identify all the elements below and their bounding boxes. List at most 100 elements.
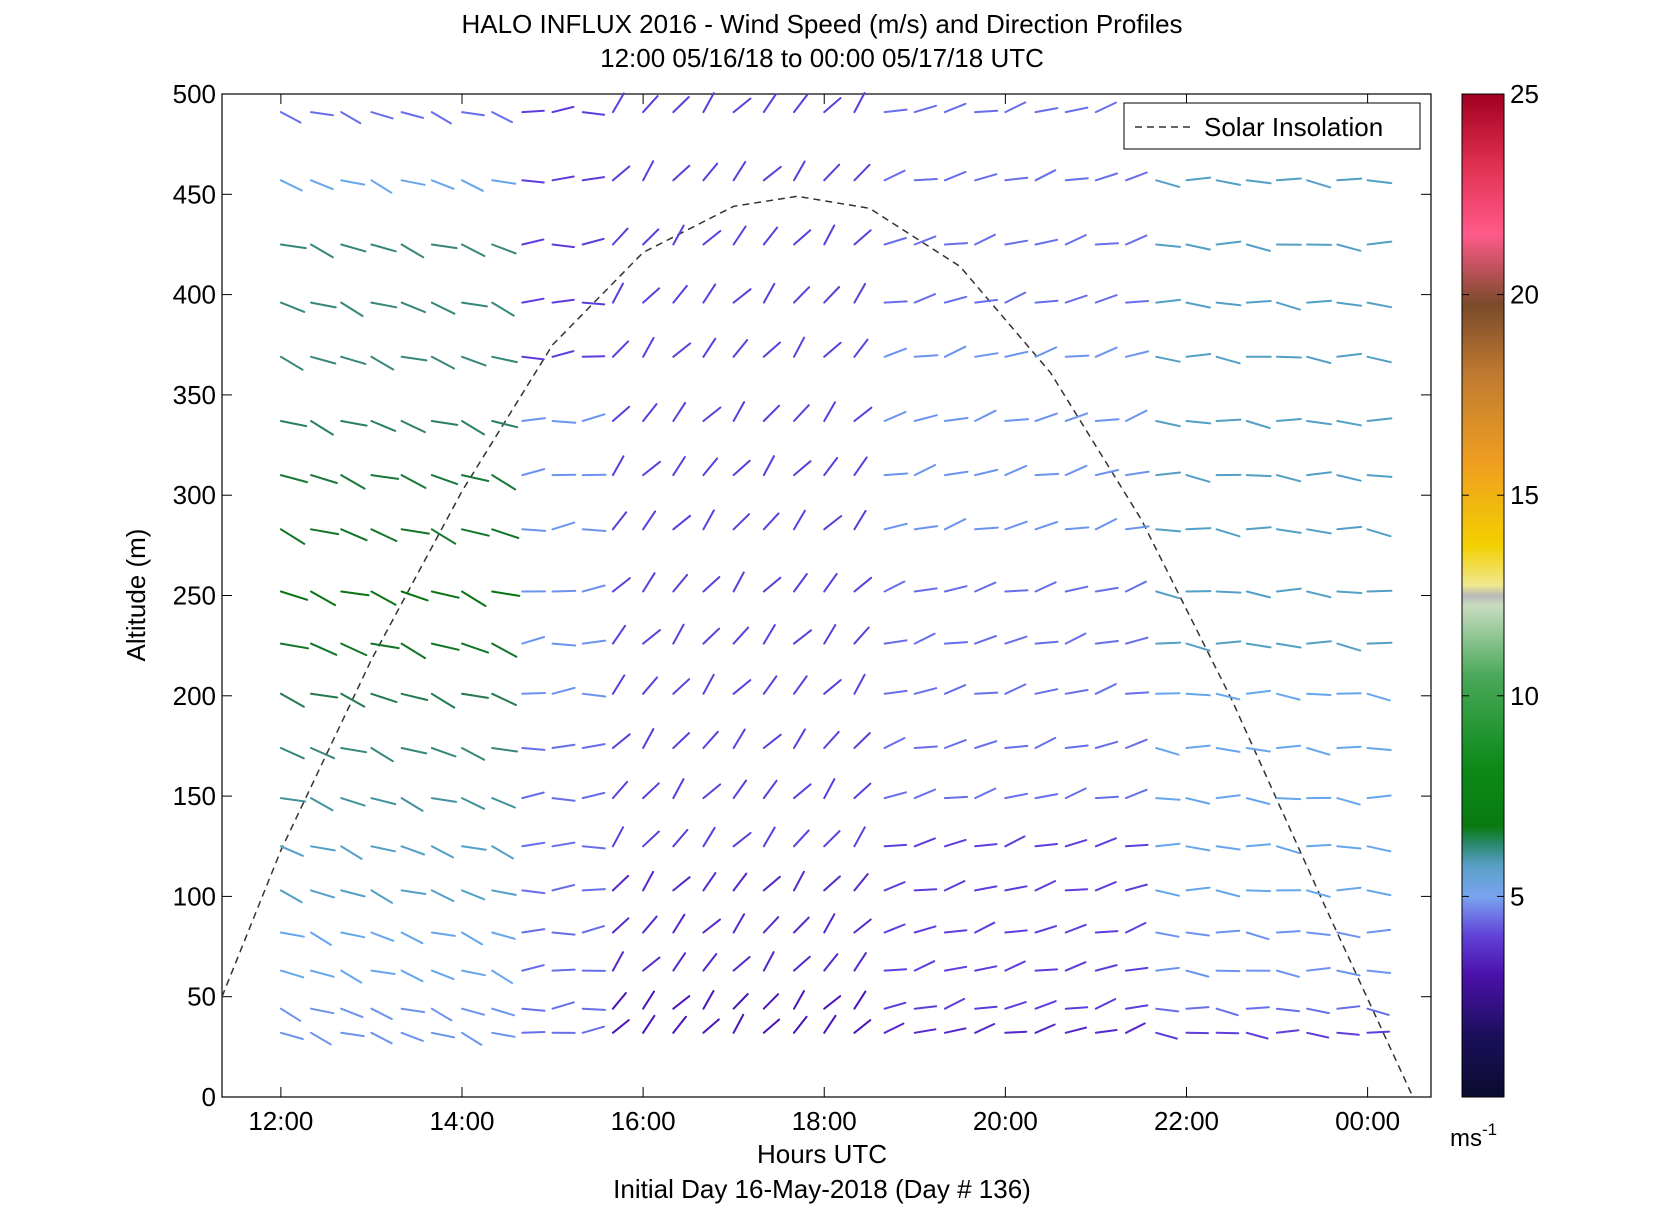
wind-vector bbox=[883, 580, 906, 593]
wind-vector bbox=[430, 1007, 453, 1022]
wind-vector bbox=[551, 884, 576, 892]
wind-vector bbox=[702, 406, 722, 422]
wind-vector bbox=[793, 573, 808, 593]
wind-vector bbox=[793, 336, 806, 358]
wind-vector bbox=[461, 845, 487, 851]
colorbar-tick-label: 15 bbox=[1510, 480, 1539, 510]
wind-vector bbox=[461, 1007, 485, 1016]
wind-vector bbox=[310, 355, 337, 365]
wind-vector bbox=[491, 301, 515, 317]
wind-vector bbox=[1125, 234, 1148, 246]
wind-vector bbox=[279, 692, 305, 708]
wind-vector bbox=[400, 474, 427, 489]
wind-vector bbox=[1034, 346, 1058, 358]
colorbar-tick-label: 20 bbox=[1510, 280, 1539, 310]
wind-vector bbox=[913, 1028, 937, 1034]
wind-vector bbox=[1125, 1004, 1149, 1010]
wind-vector bbox=[1366, 474, 1393, 478]
wind-vector bbox=[1064, 744, 1089, 749]
wind-vector bbox=[974, 109, 999, 114]
wind-vector bbox=[491, 1031, 516, 1038]
wind-vector bbox=[672, 732, 690, 749]
wind-vector bbox=[943, 1027, 967, 1034]
wind-vector bbox=[370, 642, 400, 650]
wind-vector bbox=[1185, 744, 1211, 749]
wind-vector bbox=[1094, 242, 1119, 246]
wind-vector bbox=[491, 1007, 515, 1017]
wind-vector bbox=[793, 783, 812, 800]
wind-vector bbox=[611, 674, 626, 695]
wind-vector bbox=[611, 92, 625, 114]
wind-vector bbox=[1034, 925, 1058, 934]
wind-vector bbox=[400, 931, 424, 945]
wind-vector bbox=[943, 170, 967, 182]
wind-vector bbox=[913, 235, 937, 246]
wind-vector bbox=[974, 740, 998, 749]
wind-vector bbox=[1034, 169, 1057, 182]
wind-vector bbox=[551, 243, 575, 249]
x-tick-label: 16:00 bbox=[611, 1106, 676, 1136]
wind-vector bbox=[974, 173, 998, 182]
wind-vector bbox=[672, 623, 685, 645]
wind-vector bbox=[1155, 471, 1182, 477]
wind-vector bbox=[732, 993, 749, 1010]
wind-vector bbox=[581, 1025, 605, 1034]
wind-vector bbox=[279, 1007, 302, 1022]
wind-vector bbox=[974, 409, 997, 422]
wind-vector bbox=[853, 952, 867, 972]
wind-vector bbox=[491, 474, 517, 491]
wind-vector bbox=[1185, 301, 1211, 309]
wind-vector bbox=[340, 889, 366, 898]
wind-vector bbox=[853, 673, 866, 695]
wind-vector bbox=[370, 1007, 393, 1020]
wind-vector bbox=[702, 627, 720, 645]
colorbar-tick-label: 25 bbox=[1510, 79, 1539, 109]
wind-vector bbox=[974, 352, 999, 358]
wind-vector bbox=[521, 179, 545, 184]
wind-vector bbox=[883, 737, 906, 749]
wind-vector bbox=[310, 1007, 335, 1015]
wind-vector bbox=[853, 406, 873, 422]
wind-vector bbox=[461, 301, 488, 308]
wind-vector bbox=[913, 464, 937, 477]
wind-vector bbox=[1185, 797, 1211, 805]
wind-vector bbox=[310, 179, 334, 191]
wind-vector bbox=[702, 826, 716, 848]
wind-vector bbox=[491, 590, 521, 597]
wind-vector bbox=[1275, 528, 1302, 534]
wind-vector bbox=[1094, 586, 1119, 593]
wind-vector bbox=[611, 577, 631, 593]
wind-vector bbox=[823, 401, 836, 422]
wind-vector bbox=[762, 951, 775, 972]
wind-vector bbox=[1306, 692, 1332, 696]
wind-vector bbox=[340, 969, 363, 984]
wind-vector bbox=[642, 572, 656, 593]
wind-vector bbox=[1185, 692, 1211, 697]
wind-vector bbox=[642, 228, 660, 246]
wind-vector bbox=[853, 990, 867, 1010]
wind-vector bbox=[1064, 961, 1087, 972]
wind-vector bbox=[1064, 106, 1089, 114]
wind-vector bbox=[1004, 176, 1029, 182]
wind-vector bbox=[400, 797, 424, 812]
wind-vector bbox=[279, 642, 310, 650]
wind-vector bbox=[672, 913, 686, 934]
wind-vector bbox=[1125, 636, 1149, 645]
wind-vector bbox=[310, 642, 338, 656]
wind-vector bbox=[1034, 688, 1059, 695]
wind-vector bbox=[642, 160, 655, 182]
wind-vector bbox=[310, 747, 336, 760]
wind-vector bbox=[1366, 794, 1392, 800]
wind-vector bbox=[400, 528, 430, 535]
wind-vector bbox=[823, 830, 841, 848]
wind-vector bbox=[370, 931, 395, 942]
wind-vector bbox=[1034, 640, 1059, 645]
wind-vector bbox=[943, 470, 969, 477]
wind-vector bbox=[551, 841, 576, 848]
wind-vector bbox=[1034, 843, 1058, 848]
wind-vector bbox=[1306, 420, 1332, 426]
wind-vector bbox=[491, 528, 520, 539]
wind-vector bbox=[551, 642, 577, 647]
wind-vector bbox=[581, 584, 606, 593]
wind-vector bbox=[521, 468, 546, 477]
